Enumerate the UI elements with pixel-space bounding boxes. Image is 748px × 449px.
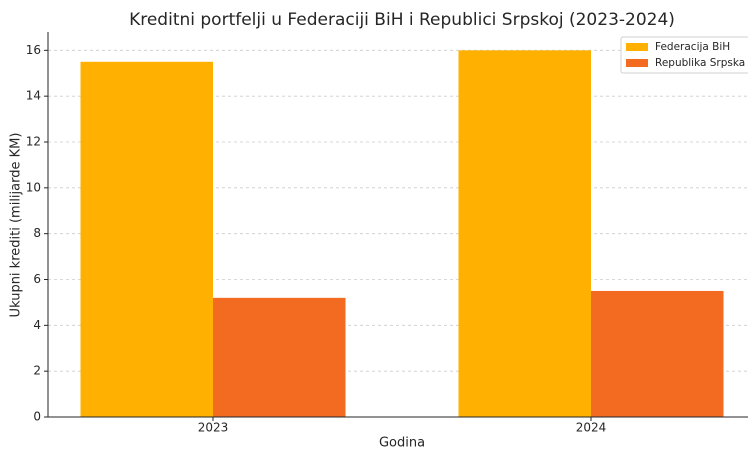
- bar: [458, 50, 591, 417]
- x-tick-label: 2023: [198, 421, 229, 435]
- legend: Federacija BiH Republika Srpska: [620, 36, 748, 74]
- bar: [591, 290, 724, 417]
- y-tick-label: 8: [33, 226, 41, 240]
- legend-box: [620, 36, 748, 74]
- y-tick-label: 0: [33, 410, 41, 424]
- legend-label: Federacija BiH: [655, 41, 730, 53]
- y-tick-label: 14: [26, 89, 41, 103]
- y-tick-label: 16: [26, 43, 41, 57]
- y-tick-label: 4: [33, 318, 41, 332]
- legend-label: Republika Srpska: [655, 57, 745, 69]
- y-tick-label: 6: [33, 272, 41, 286]
- legend-swatch: [626, 43, 648, 51]
- legend-swatch: [626, 59, 648, 67]
- y-axis-label: Ukupni krediti (milijarde KM): [9, 133, 24, 318]
- x-tick-label: 2024: [576, 421, 607, 435]
- y-tick-label: 12: [26, 135, 41, 149]
- bar: [80, 61, 213, 418]
- x-axis-label: Godina: [379, 436, 425, 449]
- chart-title: Kreditni portfelji u Federaciji BiH i Re…: [129, 10, 675, 30]
- y-tick-label: 10: [26, 180, 41, 194]
- bar: [213, 297, 346, 417]
- y-tick-label: 2: [33, 364, 41, 378]
